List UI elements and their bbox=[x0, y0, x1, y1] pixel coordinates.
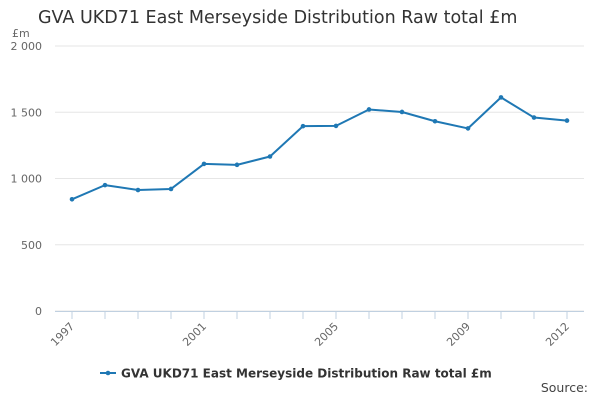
data-point[interactable] bbox=[135, 187, 141, 193]
x-tick-label: 2005 bbox=[312, 320, 341, 349]
legend-label: GVA UKD71 East Merseyside Distribution R… bbox=[121, 367, 492, 381]
data-point[interactable] bbox=[564, 118, 570, 123]
data-point[interactable] bbox=[300, 123, 306, 129]
data-point[interactable] bbox=[399, 109, 405, 115]
data-point[interactable] bbox=[333, 123, 339, 129]
x-tick-label: 2012 bbox=[543, 320, 572, 349]
legend-marker bbox=[105, 370, 111, 376]
series-line bbox=[71, 96, 568, 201]
series-layer bbox=[69, 95, 570, 202]
data-point[interactable] bbox=[168, 186, 174, 192]
chart-title: GVA UKD71 East Merseyside Distribution R… bbox=[38, 8, 518, 28]
data-point[interactable] bbox=[366, 107, 372, 112]
data-point[interactable] bbox=[465, 126, 471, 131]
x-tick-label: 2001 bbox=[180, 320, 209, 349]
data-point[interactable] bbox=[234, 162, 240, 168]
data-point[interactable] bbox=[267, 154, 273, 159]
data-point[interactable] bbox=[432, 118, 438, 124]
data-point[interactable] bbox=[102, 182, 108, 188]
gridlines bbox=[55, 45, 584, 312]
legend[interactable]: GVA UKD71 East Merseyside Distribution R… bbox=[100, 367, 492, 381]
y-axis-label: £m bbox=[12, 27, 30, 40]
data-point[interactable] bbox=[201, 161, 207, 167]
x-tick-label: 2009 bbox=[444, 320, 473, 349]
data-point[interactable] bbox=[498, 95, 504, 100]
y-tick-label: 1 500 bbox=[11, 106, 43, 119]
y-tick-label: 2 000 bbox=[11, 40, 43, 53]
x-tick-label: 1997 bbox=[48, 320, 77, 349]
source-label: Source: bbox=[540, 380, 588, 395]
y-tick-label: 0 bbox=[35, 305, 42, 318]
y-tick-label: 1 000 bbox=[11, 173, 43, 186]
y-tick-label: 500 bbox=[21, 239, 42, 252]
data-point[interactable] bbox=[531, 115, 537, 120]
data-point[interactable] bbox=[69, 197, 75, 202]
